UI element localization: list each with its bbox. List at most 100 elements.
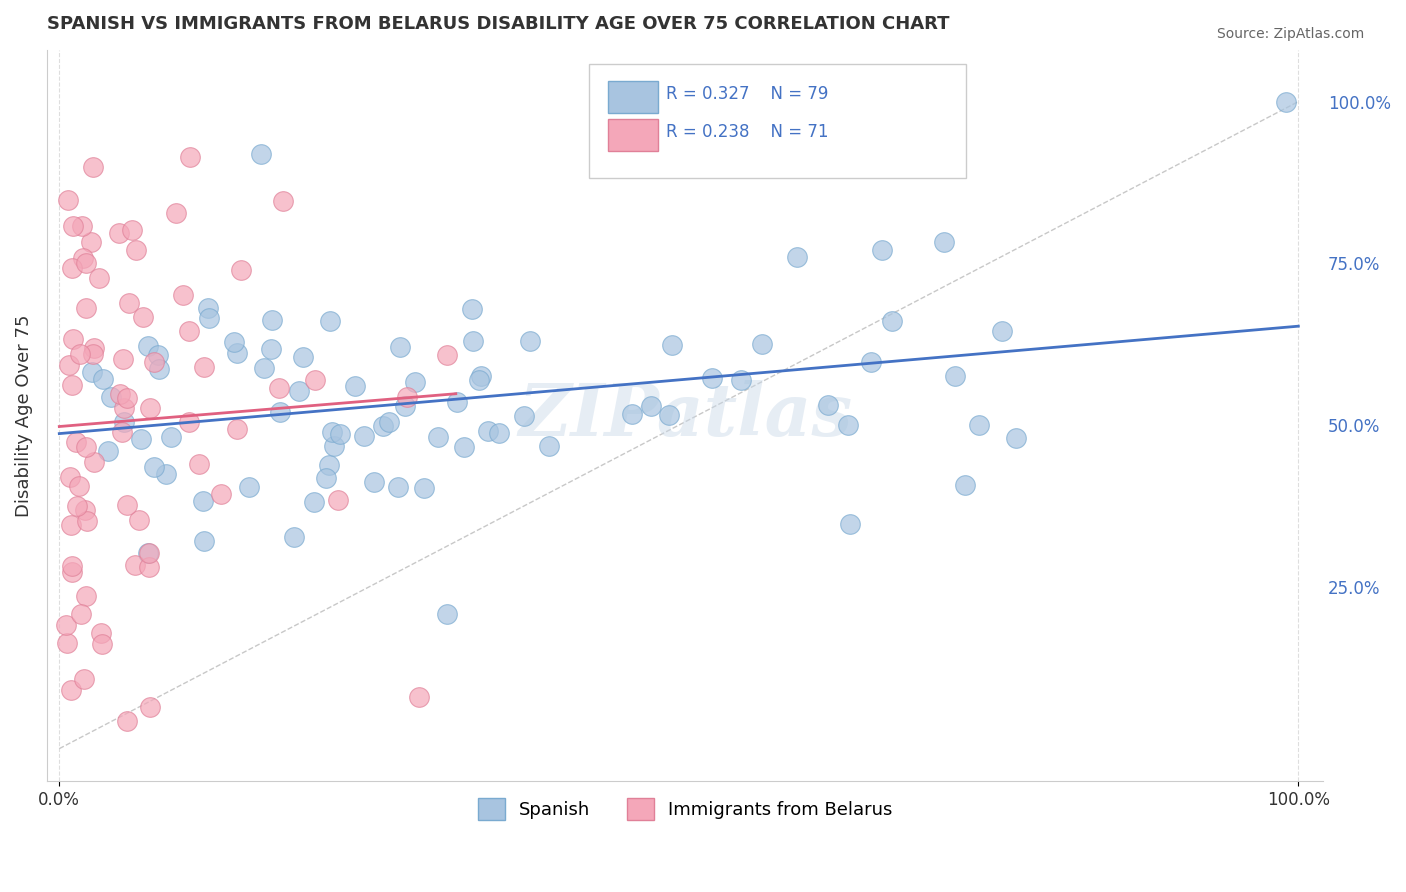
Point [519, 334, 541, 348]
Point [209, 487, 232, 501]
Point [75, 502, 97, 516]
Point [353, 429, 375, 443]
Point [80, 235, 103, 249]
Point [108, 386, 131, 401]
Point [108, 226, 131, 240]
Point [179, 150, 201, 164]
Point [249, 147, 271, 161]
Point [943, 368, 966, 383]
Point [404, 375, 426, 389]
Point [751, 337, 773, 351]
Point [395, 390, 418, 404]
Point [59, 517, 82, 532]
Point [197, 301, 219, 316]
Point [112, 401, 135, 416]
Point [730, 373, 752, 387]
Text: SPANISH VS IMMIGRANTS FROM BELARUS DISABILITY AGE OVER 75 CORRELATION CHART: SPANISH VS IMMIGRANTS FROM BELARUS DISAB… [46, 15, 949, 33]
Point [283, 531, 305, 545]
Point [222, 334, 245, 349]
Point [112, 415, 135, 429]
Point [817, 398, 839, 412]
Point [70, 219, 93, 234]
Point [118, 296, 141, 310]
Point [329, 427, 352, 442]
Point [129, 432, 152, 446]
Point [470, 369, 492, 384]
Point [83, 341, 105, 355]
Point [389, 340, 412, 354]
Point [177, 324, 200, 338]
Point [76, 514, 98, 528]
Point [446, 395, 468, 409]
Point [273, 194, 295, 208]
Point [65, 434, 87, 449]
Point [75, 590, 97, 604]
Text: ZIPatlas: ZIPatlas [517, 380, 852, 451]
Point [62, 332, 84, 346]
Point [165, 205, 187, 219]
Point [142, 459, 165, 474]
Point [75, 256, 97, 270]
Point [124, 558, 146, 573]
Point [269, 381, 291, 395]
Point [229, 263, 252, 277]
Point [226, 346, 249, 360]
Point [870, 243, 893, 257]
Point [326, 493, 349, 508]
Point [408, 690, 430, 704]
Point [640, 399, 662, 413]
Point [468, 373, 491, 387]
Point [177, 415, 200, 429]
Point [700, 371, 723, 385]
Point [436, 348, 458, 362]
Point [59, 470, 82, 484]
Point [62, 565, 84, 579]
Point [661, 338, 683, 352]
Point [197, 311, 219, 326]
Point [191, 494, 214, 508]
Point [60, 682, 83, 697]
Legend: Spanish, Immigrants from Belarus: Spanish, Immigrants from Belarus [471, 790, 900, 827]
Point [323, 439, 346, 453]
Point [160, 430, 183, 444]
Point [91, 637, 114, 651]
Point [226, 422, 249, 436]
Point [302, 495, 325, 509]
FancyBboxPatch shape [609, 119, 658, 151]
Point [537, 439, 560, 453]
Point [132, 310, 155, 324]
Point [136, 546, 159, 560]
Point [111, 425, 134, 440]
Point [112, 351, 135, 366]
Point [394, 399, 416, 413]
Text: R = 0.238    N = 71: R = 0.238 N = 71 [666, 123, 828, 141]
Point [58, 358, 80, 372]
Point [139, 700, 162, 714]
Point [82, 160, 104, 174]
Point [477, 424, 499, 438]
Point [66, 500, 89, 514]
Point [172, 288, 194, 302]
Point [83, 455, 105, 469]
Point [318, 458, 340, 472]
Point [238, 480, 260, 494]
Point [155, 467, 177, 481]
Point [60, 260, 83, 275]
Point [125, 243, 148, 257]
Point [60, 559, 83, 574]
Point [967, 418, 990, 433]
Point [319, 314, 342, 328]
FancyBboxPatch shape [589, 64, 966, 178]
Point [121, 223, 143, 237]
Point [620, 407, 643, 421]
Point [187, 458, 209, 472]
Point [378, 415, 401, 429]
Point [75, 440, 97, 454]
Point [62, 219, 84, 234]
Y-axis label: Disability Age Over 75: Disability Age Over 75 [15, 314, 32, 516]
Point [138, 401, 160, 415]
Point [193, 533, 215, 548]
Point [373, 419, 395, 434]
Point [259, 342, 281, 356]
Point [839, 516, 862, 531]
